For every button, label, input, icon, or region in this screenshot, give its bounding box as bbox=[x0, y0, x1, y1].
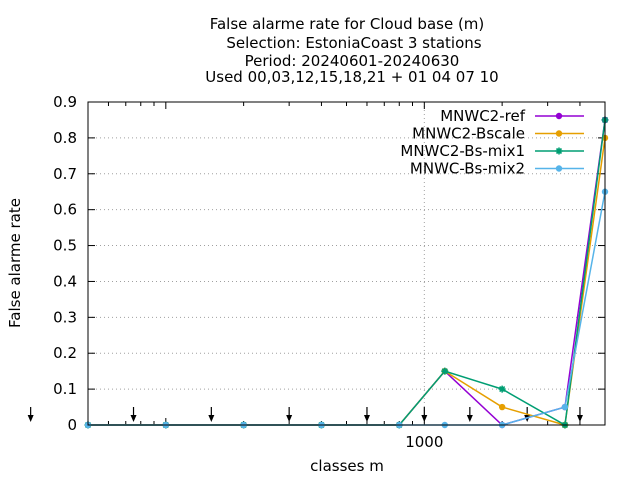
data-point bbox=[555, 165, 563, 172]
data-point bbox=[555, 112, 563, 120]
down-arrow-icon bbox=[421, 407, 428, 422]
y-tick-label: 0.3 bbox=[53, 308, 77, 326]
legend: MNWC2-refMNWC2-BscaleMNWC2-Bs-mix1MNWC-B… bbox=[400, 107, 584, 178]
arrow-head bbox=[421, 415, 428, 422]
arrow-head bbox=[363, 415, 370, 422]
y-tick-label: 0.8 bbox=[53, 129, 77, 147]
grid bbox=[88, 102, 605, 425]
chart-title: False alarme rate for Cloud base (m) Sel… bbox=[205, 15, 498, 86]
y-tick-label: 0.4 bbox=[53, 272, 77, 290]
down-arrow-icon bbox=[208, 407, 215, 422]
x-axis-ticks: 1000 bbox=[107, 102, 581, 451]
data-point bbox=[441, 367, 449, 375]
down-arrow-icon bbox=[363, 407, 370, 422]
y-tick-label: 0.1 bbox=[53, 380, 77, 398]
down-arrow-icon bbox=[576, 407, 583, 422]
title-line-3: Period: 20240601-20240630 bbox=[245, 52, 460, 70]
arrow-head bbox=[27, 415, 34, 422]
down-arrow-icon bbox=[130, 407, 137, 422]
series-mnwc2-ref bbox=[84, 116, 609, 429]
legend-label: MNWC-Bs-mix2 bbox=[410, 160, 525, 178]
legend-label: MNWC2-Bs-mix1 bbox=[400, 142, 525, 160]
title-line-4: Used 00,03,12,15,18,21 + 01 04 07 10 bbox=[205, 68, 498, 86]
legend-entry: MNWC2-Bscale bbox=[412, 125, 584, 143]
data-point bbox=[555, 147, 563, 155]
legend-entry: MNWC2-ref bbox=[440, 107, 584, 125]
x-tick-label: 1000 bbox=[405, 433, 443, 451]
legend-entry: MNWC2-Bs-mix1 bbox=[400, 142, 584, 160]
y-tick-label: 0 bbox=[67, 416, 77, 434]
data-point bbox=[498, 385, 506, 393]
series-line bbox=[88, 137, 606, 426]
y-tick-label: 0.2 bbox=[53, 344, 77, 362]
series-mnwc-bs-mix2 bbox=[84, 188, 609, 429]
series-mnwc2-bs-mix1 bbox=[84, 116, 609, 429]
title-line-2: Selection: EstoniaCoast 3 stations bbox=[226, 34, 481, 52]
legend-label: MNWC2-ref bbox=[440, 107, 525, 125]
data-point bbox=[555, 130, 563, 137]
series-line bbox=[88, 119, 606, 427]
down-arrow-icon bbox=[286, 407, 293, 422]
down-arrow-icon bbox=[466, 407, 473, 422]
series-line bbox=[88, 191, 606, 426]
series-line bbox=[88, 119, 606, 426]
legend-label: MNWC2-Bscale bbox=[412, 125, 525, 143]
plot-frame bbox=[87, 101, 606, 426]
data-point bbox=[498, 403, 506, 411]
y-axis-ticks: 0 0.1 0.2 0.3 0.4 0.5 0.6 0.7 0.8 0.9 bbox=[53, 93, 605, 434]
arrow-head bbox=[466, 415, 473, 422]
arrow-head bbox=[286, 415, 293, 422]
data-point bbox=[561, 403, 569, 411]
y-tick-label: 0.5 bbox=[53, 237, 77, 255]
class-markers bbox=[27, 407, 583, 422]
x-axis-label: classes m bbox=[310, 457, 384, 475]
series-mnwc2-bscale bbox=[84, 134, 609, 429]
series-group bbox=[84, 116, 609, 429]
y-tick-label: 0.7 bbox=[53, 165, 77, 183]
legend-entry: MNWC-Bs-mix2 bbox=[410, 160, 584, 178]
title-line-1: False alarme rate for Cloud base (m) bbox=[210, 15, 485, 33]
arrow-head bbox=[130, 415, 137, 422]
down-arrow-icon bbox=[27, 407, 34, 422]
arrow-head bbox=[208, 415, 215, 422]
y-tick-label: 0.9 bbox=[53, 93, 77, 111]
y-tick-label: 0.6 bbox=[53, 201, 77, 219]
y-axis-label: False alarme rate bbox=[6, 198, 24, 328]
arrow-head bbox=[576, 415, 583, 422]
